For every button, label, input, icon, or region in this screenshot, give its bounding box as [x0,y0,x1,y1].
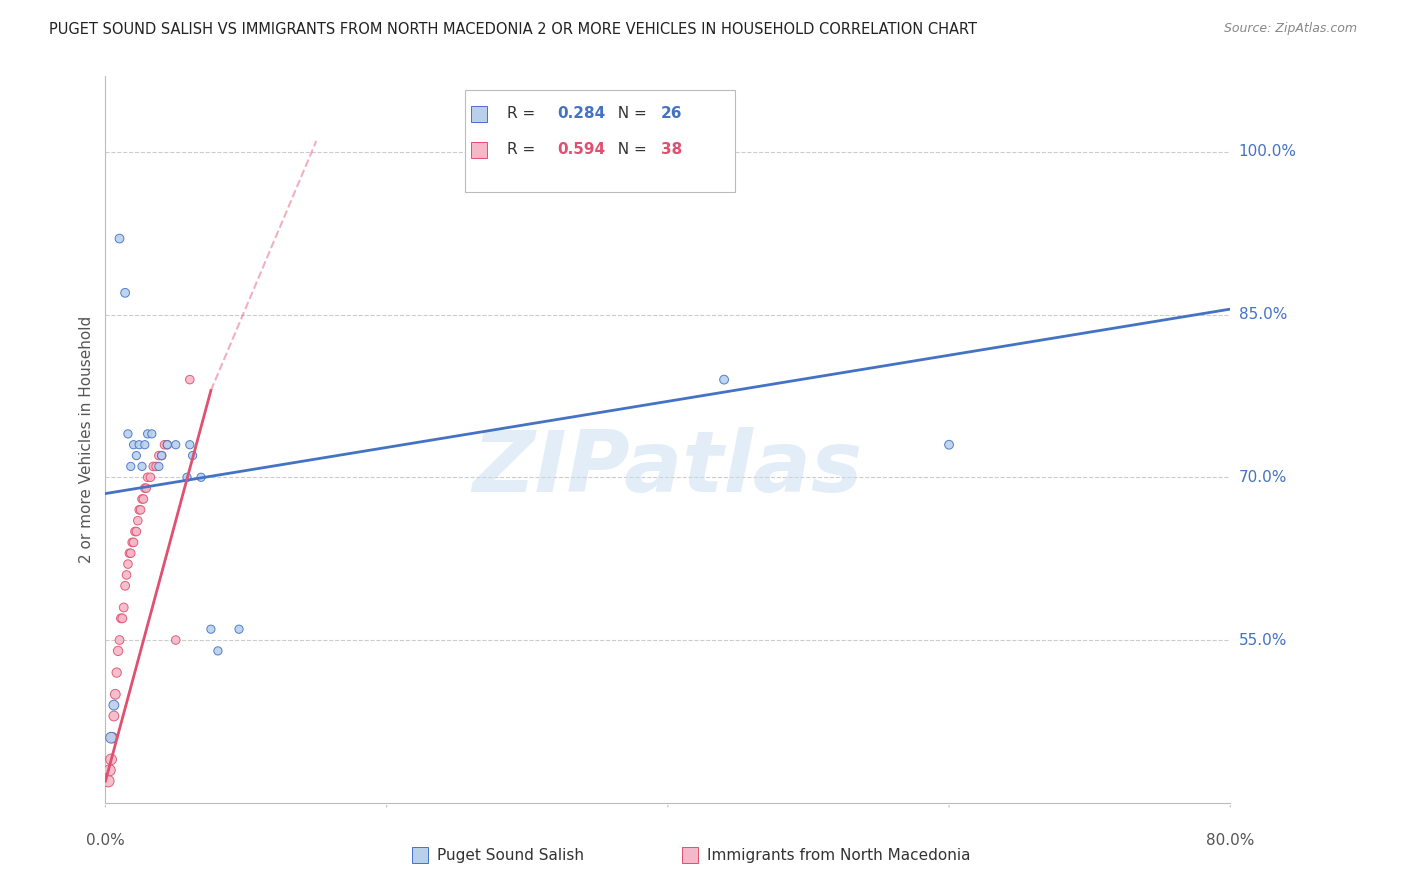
Point [115,568,138,582]
Text: 85.0%: 85.0% [1239,307,1286,322]
Point [131,459,153,474]
Text: 80.0%: 80.0% [1206,833,1254,848]
Point [136,426,159,441]
Point [128,503,150,517]
Text: 55.0%: 55.0% [1239,632,1286,648]
Point [127,514,149,528]
Point [156,438,179,452]
Point [134,438,156,452]
Point [713,373,735,387]
Point [117,426,139,441]
Point [190,470,212,484]
Text: N =: N = [609,106,652,121]
Point [148,449,170,463]
Point [179,373,201,387]
Point [107,644,129,658]
Point [150,449,173,463]
Point [131,491,153,506]
Point [150,449,173,463]
Point [103,698,125,713]
Text: N =: N = [609,143,652,158]
Point [179,438,201,452]
Point [114,579,136,593]
Point [153,438,176,452]
Point [108,633,131,648]
Point [125,524,148,539]
Point [122,438,145,452]
Point [124,524,146,539]
Point [97,774,120,789]
Point [165,633,187,648]
Point [134,481,156,495]
Text: 26: 26 [661,106,682,121]
Point [200,622,222,636]
Text: Immigrants from North Macedonia: Immigrants from North Macedonia [707,847,970,863]
Point [141,426,163,441]
Point [129,503,152,517]
Y-axis label: 2 or more Vehicles in Household: 2 or more Vehicles in Household [79,316,94,563]
Point [122,535,145,549]
Text: 0.284: 0.284 [558,106,606,121]
Point [100,731,122,745]
FancyBboxPatch shape [465,90,735,192]
Point [135,481,157,495]
Point [139,470,162,484]
Point [101,731,124,745]
Point [112,600,135,615]
Point [142,459,165,474]
Point [148,459,170,474]
Point [100,752,122,766]
Point [125,449,148,463]
Point [207,644,229,658]
Point [120,546,142,560]
Text: 0.594: 0.594 [558,143,606,158]
Text: ZIPatlas: ZIPatlas [472,427,863,510]
Point [132,491,155,506]
Text: R =: R = [508,143,540,158]
Point [110,611,132,625]
Point [121,535,143,549]
Point [176,470,198,484]
Point [181,449,204,463]
Point [156,438,179,452]
Point [165,438,187,452]
Point [111,611,134,625]
Point [938,438,960,452]
Text: 38: 38 [661,143,682,158]
Point [120,459,142,474]
Text: 100.0%: 100.0% [1239,145,1296,160]
Text: Puget Sound Salish: Puget Sound Salish [437,847,585,863]
Point [114,285,136,300]
Point [104,687,127,701]
Point [105,665,128,680]
Point [103,709,125,723]
Text: 0.0%: 0.0% [86,833,125,848]
Text: 70.0%: 70.0% [1239,470,1286,484]
Point [145,459,167,474]
Point [136,470,159,484]
Point [118,546,141,560]
Text: Source: ZipAtlas.com: Source: ZipAtlas.com [1223,22,1357,36]
Point [108,231,131,245]
Point [228,622,250,636]
Text: R =: R = [508,106,540,121]
Text: PUGET SOUND SALISH VS IMMIGRANTS FROM NORTH MACEDONIA 2 OR MORE VEHICLES IN HOUS: PUGET SOUND SALISH VS IMMIGRANTS FROM NO… [49,22,977,37]
Point [117,557,139,571]
Point [98,764,121,778]
Point [128,438,150,452]
